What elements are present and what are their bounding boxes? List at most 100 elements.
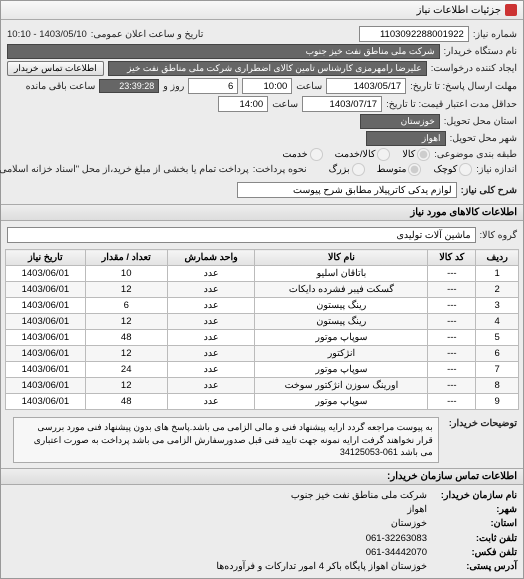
contact-section-header: اطلاعات تماس سازمان خریدار:	[1, 468, 523, 485]
size-label: اندازه نیاز:	[476, 164, 517, 175]
table-cell: عدد	[167, 394, 255, 410]
footer-prov-label: استان:	[427, 517, 517, 531]
city-field: اهواز	[366, 131, 446, 146]
items-section-header: اطلاعات کالاهای مورد نیاز	[1, 204, 523, 221]
col-name: نام کالا	[255, 250, 428, 266]
table-cell: 24	[85, 362, 167, 378]
table-cell: سوپاپ موتور	[255, 362, 428, 378]
table-row: 8---اورینگ سوزن انژکتور سوختعدد121403/06…	[6, 378, 519, 394]
table-row: 5---سوپاپ موتورعدد481403/06/01	[6, 330, 519, 346]
table-cell: 1403/06/01	[6, 266, 86, 282]
size-opt-c[interactable]: بزرگ	[329, 163, 365, 176]
title-bar: جزئیات اطلاعات نیاز	[1, 1, 523, 20]
size-opt-b[interactable]: متوسط	[377, 163, 422, 176]
table-cell: عدد	[167, 266, 255, 282]
table-cell: عدد	[167, 314, 255, 330]
col-code: کد کالا	[428, 250, 476, 266]
table-cell: 3	[476, 298, 519, 314]
province-field: خوزستان	[360, 114, 440, 129]
window: جزئیات اطلاعات نیاز شماره نیاز: 11030922…	[0, 0, 524, 579]
remain-suffix: ساعت باقی مانده	[26, 81, 96, 92]
table-cell: عدد	[167, 378, 255, 394]
col-row: ردیف	[476, 250, 519, 266]
footer-city-value: اهواز	[407, 504, 427, 515]
table-cell: 1403/06/01	[6, 298, 86, 314]
buyer-field: شرکت ملی مناطق نفت خیز جنوب	[7, 44, 440, 59]
budget-opt-c[interactable]: خدمت	[282, 148, 322, 161]
col-unit: واحد شمارش	[167, 250, 255, 266]
budget-label: طبقه بندی موضوعی:	[434, 149, 517, 160]
table-cell: ---	[428, 378, 476, 394]
province-label: استان محل تحویل:	[444, 116, 517, 127]
table-row: 2---گسکت فیبر فشرده دایکاتعدد121403/06/0…	[6, 282, 519, 298]
time-label-2: ساعت	[272, 99, 298, 110]
table-cell: 1403/06/01	[6, 282, 86, 298]
table-cell: 2	[476, 282, 519, 298]
addr-value: خوزستان اهواز پایگاه باکر 4 امور تدارکات…	[216, 561, 427, 572]
table-cell: ---	[428, 314, 476, 330]
table-cell: 1403/06/01	[6, 314, 86, 330]
table-cell: عدد	[167, 346, 255, 362]
buyer-label: نام دستگاه خریدار:	[444, 46, 518, 57]
table-cell: 1403/06/01	[6, 346, 86, 362]
table-cell: باتاقان اسلیو	[255, 266, 428, 282]
items-table: ردیف کد کالا نام کالا واحد شمارش تعداد /…	[5, 249, 519, 410]
budget-opt-a[interactable]: کالا	[402, 148, 430, 161]
table-cell: 48	[85, 394, 167, 410]
table-cell: 1403/06/01	[6, 394, 86, 410]
table-cell: سوپاپ موتور	[255, 394, 428, 410]
table-cell: 1403/06/01	[6, 362, 86, 378]
table-cell: عدد	[167, 282, 255, 298]
table-cell: 6	[85, 298, 167, 314]
title-text: جزئیات اطلاعات نیاز	[417, 5, 501, 16]
remain-time: 23:39:28	[99, 79, 159, 93]
col-date: تاریخ نیاز	[6, 250, 86, 266]
request-info: شماره نیاز: 1103092288001922 تاریخ و ساع…	[1, 20, 523, 204]
table-cell: 12	[85, 378, 167, 394]
table-cell: عدد	[167, 362, 255, 378]
fax-value: 061-34442070	[366, 547, 427, 558]
table-cell: 12	[85, 346, 167, 362]
note-label: توضیحات خریدار:	[449, 414, 517, 429]
table-cell: 5	[476, 330, 519, 346]
table-cell: عدد	[167, 330, 255, 346]
budget-opt-b[interactable]: کالا/خدمت	[335, 148, 391, 161]
creator-field: علیرضا رامهرمزی کارشناس تامین کالای اضطر…	[108, 61, 427, 76]
org-value: شرکت ملی مناطق نفت خیز جنوب	[291, 490, 427, 501]
table-cell: رینگ پیستون	[255, 314, 428, 330]
size-opt-a[interactable]: کوچک	[433, 163, 472, 176]
public-date-label: تاریخ و ساعت اعلان عمومی:	[91, 29, 204, 40]
table-cell: 1403/06/01	[6, 330, 86, 346]
deadline-accept-label: حداقل مدت اعتبار قیمت: تا تاریخ:	[386, 99, 517, 110]
table-cell: ---	[428, 266, 476, 282]
org-label: نام سازمان خریدار:	[427, 489, 517, 503]
deadline-accept-date: 1403/07/17	[302, 96, 382, 112]
table-cell: ---	[428, 346, 476, 362]
remain-days-label: روز و	[163, 81, 184, 92]
note-box: به پیوست مراجعه گردد ارایه پیشنهاد فنی و…	[13, 417, 439, 463]
table-cell: ---	[428, 282, 476, 298]
table-cell: ---	[428, 330, 476, 346]
table-cell: رینگ پیستون	[255, 298, 428, 314]
table-cell: 48	[85, 330, 167, 346]
table-cell: اورینگ سوزن انژکتور سوخت	[255, 378, 428, 394]
fax-label: تلفن فکس:	[427, 546, 517, 560]
table-cell: ---	[428, 362, 476, 378]
public-date-value: 1403/05/10 - 10:10	[7, 29, 87, 40]
deadline-send-time: 10:00	[242, 78, 292, 94]
contact-button[interactable]: اطلاعات تماس خریدار	[7, 61, 104, 76]
footer-prov-value: خوزستان	[391, 518, 427, 529]
remain-days: 6	[188, 78, 238, 94]
phone-value: 061-32263083	[366, 533, 427, 544]
req-no-label: شماره نیاز:	[473, 29, 517, 40]
table-cell: 7	[476, 362, 519, 378]
table-row: 1---باتاقان اسلیوعدد101403/06/01	[6, 266, 519, 282]
table-cell: 12	[85, 314, 167, 330]
deadline-send-date: 1403/05/17	[326, 78, 406, 94]
col-qty: تعداد / مقدار	[85, 250, 167, 266]
table-cell: 12	[85, 282, 167, 298]
group-label: گروه کالا:	[480, 230, 517, 241]
table-cell: ---	[428, 394, 476, 410]
table-cell: 9	[476, 394, 519, 410]
table-cell: 6	[476, 346, 519, 362]
